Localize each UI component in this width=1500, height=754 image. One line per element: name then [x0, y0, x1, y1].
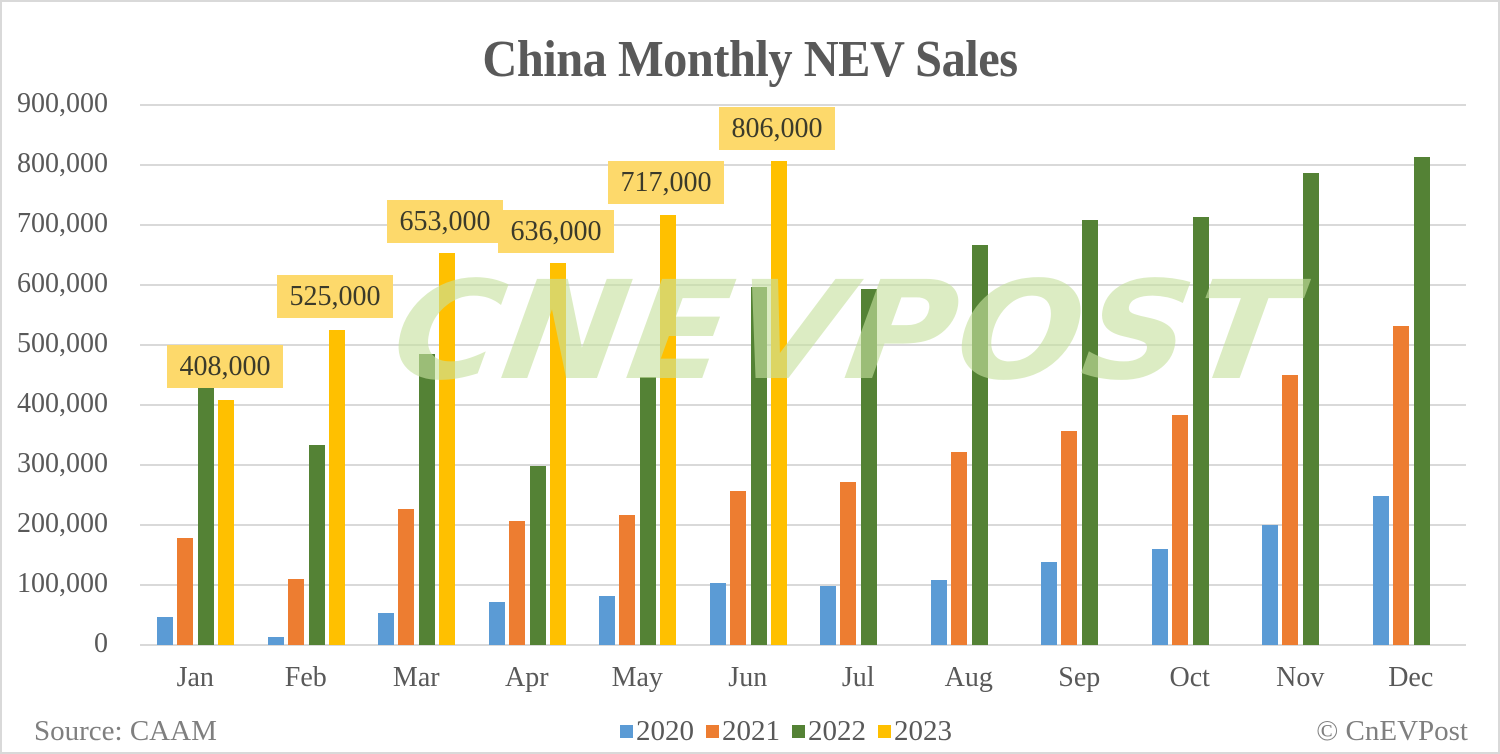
bar-2020-aug	[930, 579, 947, 645]
y-tick-label: 400,000	[17, 388, 108, 419]
bar-2022-feb	[308, 444, 325, 645]
legend-swatch-icon	[878, 724, 891, 738]
bar-2020-jun	[709, 582, 726, 645]
legend-label: 2020	[636, 715, 694, 747]
gridline	[140, 164, 1466, 166]
bar-2022-jul	[861, 289, 877, 645]
bar-2020-jan	[157, 616, 173, 645]
x-tick-label: Oct	[1169, 662, 1210, 693]
bar-2021-apr	[508, 521, 525, 645]
bar-2022-nov	[1303, 173, 1319, 645]
data-label-feb: 525,000	[277, 275, 393, 318]
bar-2021-aug	[950, 452, 967, 645]
gridline	[140, 404, 1466, 406]
y-tick-label: 900,000	[17, 88, 108, 119]
legend-label: 2021	[722, 715, 780, 747]
legend-swatch-icon	[706, 724, 719, 738]
bar-2023-mar	[439, 253, 455, 645]
x-tick-label: Nov	[1276, 662, 1325, 693]
gridline	[140, 464, 1466, 466]
x-tick-label: Jul	[841, 662, 875, 693]
chart-title: China Monthly NEV Sales	[482, 31, 1018, 88]
legend-swatch-icon	[792, 724, 805, 738]
bar-2023-feb	[328, 330, 345, 645]
bar-2022-may	[640, 376, 656, 645]
y-tick-label: 700,000	[17, 208, 108, 239]
bar-2021-oct	[1171, 415, 1188, 645]
legend-label: 2022	[808, 715, 866, 747]
x-tick-label: Jan	[176, 662, 214, 693]
x-tick-label: Apr	[504, 662, 549, 693]
bar-2020-may	[599, 595, 615, 645]
x-tick-label: Dec	[1388, 662, 1434, 693]
x-tick-label: Sep	[1058, 662, 1101, 693]
gridline	[140, 584, 1466, 586]
bar-2020-nov	[1262, 525, 1278, 645]
bar-2022-jun	[750, 287, 767, 645]
bar-2022-sep	[1082, 220, 1098, 645]
gridline	[140, 344, 1466, 346]
legend-item-2021: 2021	[706, 714, 780, 748]
bar-2021-dec	[1392, 326, 1409, 645]
legend-item-2023: 2023	[878, 714, 952, 748]
gridline	[140, 224, 1466, 226]
bar-2020-sep	[1041, 562, 1057, 645]
bar-2021-jun	[729, 491, 746, 645]
legend-item-2020: 2020	[620, 714, 694, 748]
x-tick-label: Mar	[392, 662, 440, 693]
bar-2022-jan	[198, 386, 214, 645]
x-tick-label: Aug	[944, 662, 993, 693]
gridline	[140, 284, 1466, 286]
y-tick-label: 300,000	[17, 448, 108, 479]
bar-2020-oct	[1151, 549, 1168, 645]
copyright-note: © CnEVPost	[1316, 715, 1468, 747]
bar-2022-oct	[1192, 216, 1209, 645]
data-label-may: 717,000	[608, 161, 724, 204]
bar-2023-apr	[549, 263, 566, 645]
bar-2021-jul	[840, 481, 856, 645]
bar-2022-apr	[529, 465, 546, 645]
gridline	[140, 644, 1466, 646]
legend-item-2022: 2022	[792, 714, 866, 748]
data-label-jan: 408,000	[167, 345, 283, 388]
y-tick-label: 500,000	[17, 328, 108, 359]
bar-2021-may	[619, 514, 635, 645]
y-tick-label: 0	[94, 628, 108, 659]
gridline	[140, 524, 1466, 526]
bar-2023-jan	[218, 400, 234, 645]
x-tick-label: Jun	[728, 662, 768, 693]
legend-swatch-icon	[620, 724, 633, 738]
y-tick-label: 100,000	[17, 568, 108, 599]
bar-2021-sep	[1061, 430, 1077, 645]
legend-label: 2023	[894, 715, 952, 747]
data-label-jun: 806,000	[719, 107, 835, 150]
bar-2021-nov	[1282, 375, 1298, 645]
data-label-mar: 653,000	[387, 200, 503, 243]
bar-2021-mar	[398, 509, 414, 645]
bar-2020-apr	[488, 601, 505, 645]
x-tick-label: May	[611, 662, 663, 693]
y-tick-label: 600,000	[17, 268, 108, 299]
y-tick-label: 800,000	[17, 148, 108, 179]
plot-area	[140, 104, 1466, 646]
gridline	[140, 104, 1466, 106]
legend: 2020 2021 2022 2023	[620, 714, 964, 748]
bar-2022-dec	[1413, 156, 1430, 645]
bar-2020-feb	[267, 637, 284, 645]
source-note: Source: CAAM	[34, 715, 217, 747]
bar-2022-mar	[419, 354, 435, 645]
bar-2022-aug	[971, 245, 988, 645]
bar-2020-mar	[378, 613, 394, 645]
data-label-apr: 636,000	[498, 210, 614, 253]
bar-2020-dec	[1372, 496, 1389, 645]
bar-2023-jun	[770, 161, 787, 645]
bar-2023-may	[660, 214, 676, 645]
bar-2021-feb	[287, 579, 304, 645]
x-tick-label: Feb	[284, 662, 327, 693]
bar-2021-jan	[177, 537, 193, 645]
bar-2020-jul	[820, 586, 836, 645]
y-tick-label: 200,000	[17, 508, 108, 539]
